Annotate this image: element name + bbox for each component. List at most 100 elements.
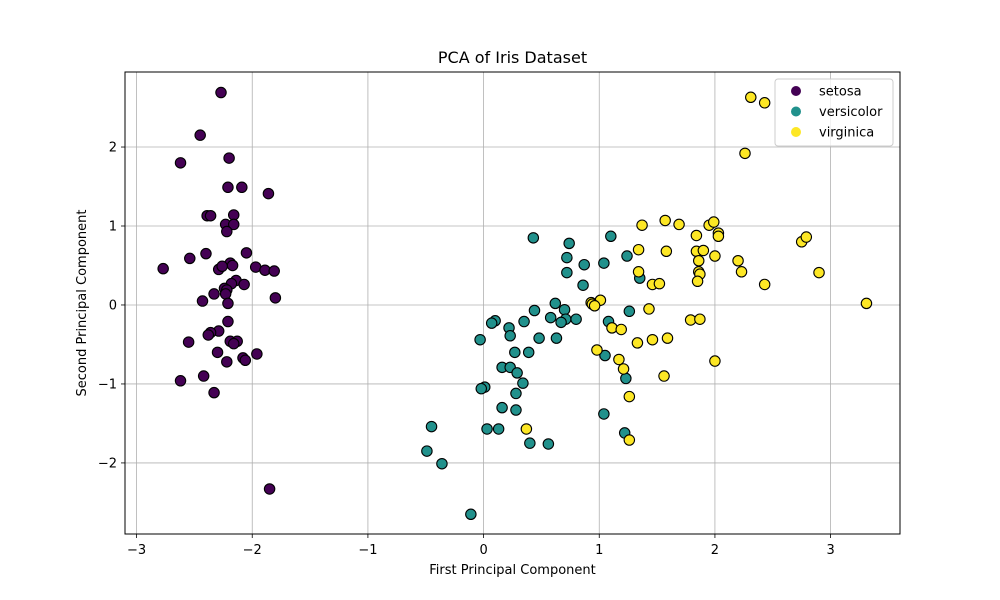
setosa-point bbox=[227, 218, 240, 231]
series-virginica bbox=[520, 91, 873, 446]
setosa-point bbox=[208, 386, 220, 399]
virginica-point bbox=[712, 230, 725, 243]
versicolor-point bbox=[577, 279, 589, 291]
virginica-point bbox=[758, 97, 771, 109]
x-tick-label: 3 bbox=[826, 543, 834, 558]
versicolor-point bbox=[578, 258, 590, 271]
versicolor-point bbox=[598, 408, 610, 420]
virginica-point bbox=[623, 434, 636, 446]
x-axis-label: First Principal Component bbox=[429, 563, 596, 578]
setosa-point bbox=[216, 260, 228, 273]
virginica-point bbox=[732, 254, 744, 267]
versicolor-point bbox=[550, 332, 563, 344]
y-axis-ticks: −2 −1 0 1 2 bbox=[98, 141, 125, 471]
virginica-point bbox=[691, 275, 704, 288]
versicolor-point bbox=[522, 346, 535, 359]
virginica-point bbox=[520, 423, 533, 435]
legend-marker-versicolor bbox=[791, 106, 801, 117]
virginica-point bbox=[623, 390, 636, 403]
virginica-point bbox=[646, 333, 659, 346]
virginica-point bbox=[632, 243, 645, 256]
y-tick-label: −2 bbox=[98, 456, 117, 471]
setosa-point bbox=[219, 288, 232, 300]
versicolor-point bbox=[517, 377, 529, 389]
y-tick-label: 0 bbox=[109, 298, 117, 313]
legend-marker-virginica bbox=[791, 127, 801, 137]
virginica-point bbox=[631, 337, 644, 349]
setosa-point bbox=[174, 157, 187, 169]
setosa-point bbox=[223, 152, 235, 164]
versicolor-point bbox=[465, 508, 477, 521]
virginica-point bbox=[615, 323, 627, 336]
x-tick-label: 1 bbox=[595, 543, 603, 558]
versicolor-point bbox=[570, 313, 582, 325]
setosa-point bbox=[226, 259, 239, 272]
setosa-point bbox=[182, 336, 195, 348]
versicolor-point bbox=[481, 423, 493, 435]
versicolor-point bbox=[533, 332, 545, 344]
virginica-point bbox=[658, 370, 670, 382]
setosa-point bbox=[184, 252, 196, 265]
versicolor-point bbox=[504, 330, 516, 342]
virginica-point bbox=[606, 322, 618, 334]
y-axis-label: Second Principal Component bbox=[75, 210, 90, 397]
virginica-point bbox=[745, 91, 757, 104]
setosa-point bbox=[240, 247, 253, 259]
setosa-point bbox=[222, 297, 234, 310]
versicolor-point bbox=[510, 404, 522, 416]
versicolor-point bbox=[511, 367, 523, 379]
setosa-point bbox=[204, 209, 217, 222]
virginica-point bbox=[860, 297, 873, 310]
virginica-point bbox=[636, 219, 648, 231]
series-versicolor bbox=[421, 230, 646, 521]
series-setosa bbox=[157, 86, 282, 495]
x-tick-label: −3 bbox=[127, 543, 146, 558]
versicolor-point bbox=[598, 257, 610, 269]
setosa-point bbox=[263, 483, 276, 495]
setosa-point bbox=[202, 329, 215, 341]
setosa-point bbox=[251, 348, 263, 360]
y-tick-label: −1 bbox=[98, 377, 117, 392]
virginica-point bbox=[659, 214, 671, 227]
y-tick-label: 1 bbox=[109, 220, 117, 235]
virginica-point bbox=[758, 278, 771, 291]
setosa-point bbox=[200, 247, 212, 260]
virginica-point bbox=[735, 266, 748, 278]
setosa-point bbox=[211, 346, 224, 359]
legend: setosa versicolor virginica bbox=[774, 78, 894, 147]
versicolor-point bbox=[425, 420, 438, 433]
versicolor-point bbox=[561, 251, 573, 264]
setosa-point bbox=[197, 370, 210, 382]
versicolor-point bbox=[528, 304, 541, 317]
setosa-point bbox=[239, 354, 252, 367]
versicolor-point bbox=[524, 437, 536, 449]
x-tick-label: −1 bbox=[358, 543, 377, 558]
grid bbox=[125, 72, 900, 534]
plot-frame bbox=[124, 71, 901, 535]
versicolor-point bbox=[599, 349, 611, 362]
versicolor-point bbox=[436, 457, 448, 470]
y-tick-label: 2 bbox=[109, 141, 117, 156]
virginica-point bbox=[800, 231, 813, 243]
virginica-point bbox=[591, 344, 603, 356]
virginica-point bbox=[673, 218, 685, 231]
setosa-point bbox=[262, 187, 275, 200]
versicolor-point bbox=[496, 401, 508, 414]
virginica-point bbox=[697, 244, 710, 257]
virginica-point bbox=[708, 216, 720, 228]
virginica-point bbox=[653, 277, 666, 290]
versicolor-point bbox=[558, 303, 571, 316]
versicolor-point bbox=[509, 346, 521, 359]
versicolor-point bbox=[475, 382, 488, 395]
chart-title: PCA of Iris Dataset bbox=[438, 48, 587, 67]
versicolor-point bbox=[555, 316, 567, 329]
setosa-point bbox=[174, 375, 187, 387]
versicolor-point bbox=[563, 237, 575, 250]
setosa-point bbox=[227, 337, 240, 350]
virginica-point bbox=[617, 363, 630, 375]
legend-marker-setosa bbox=[791, 86, 801, 96]
virginica-point bbox=[709, 355, 721, 367]
setosa-point bbox=[196, 295, 209, 307]
versicolor-point bbox=[485, 317, 498, 329]
